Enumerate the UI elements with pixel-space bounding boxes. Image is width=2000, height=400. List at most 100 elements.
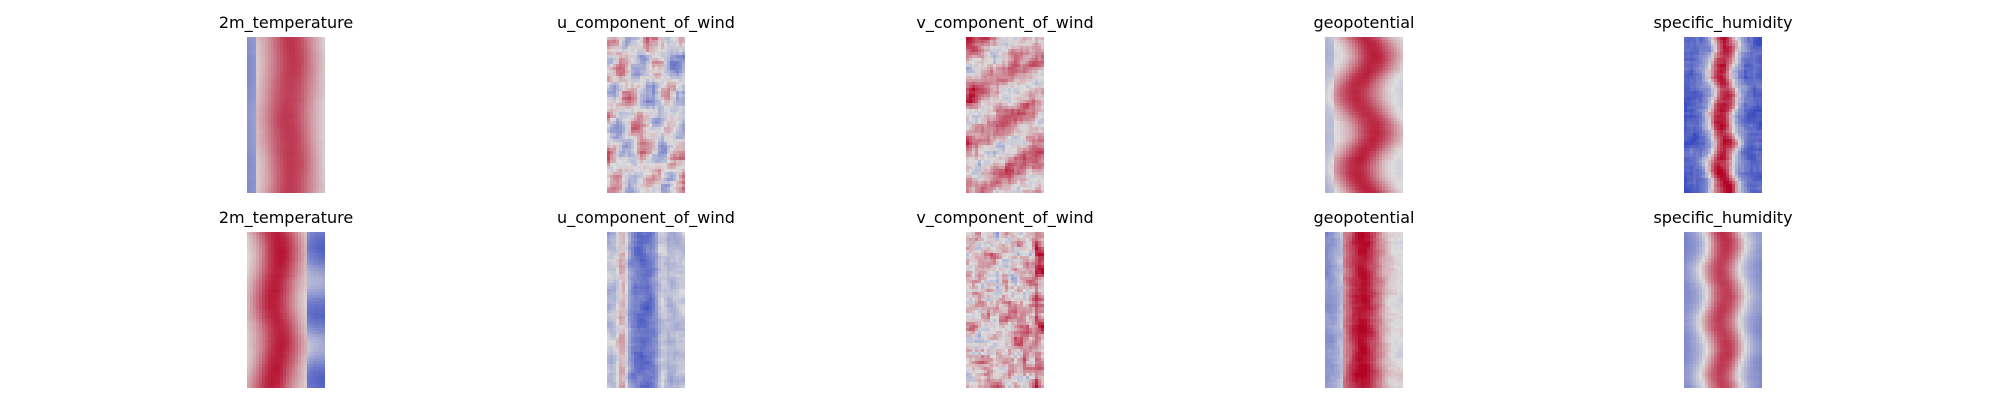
heatmap-cell xyxy=(975,163,979,167)
heatmap-cell xyxy=(250,142,254,146)
heatmap-cell xyxy=(1331,97,1335,101)
panel-title: 2m_temperature xyxy=(218,13,354,32)
heatmap-cell xyxy=(679,70,683,74)
heatmap-cell xyxy=(295,43,299,47)
heatmap-cell xyxy=(277,145,281,149)
heatmap-cell xyxy=(313,112,317,116)
heatmap-cell xyxy=(640,61,644,65)
heatmap-cell xyxy=(1038,103,1042,107)
heatmap-cell xyxy=(283,136,287,140)
heatmap-cell xyxy=(670,64,674,68)
heatmap-cell xyxy=(1325,118,1329,122)
heatmap-cell xyxy=(616,172,620,176)
heatmap-cell xyxy=(256,142,260,146)
heatmap-cell xyxy=(622,52,626,56)
heatmap-cell xyxy=(1376,121,1380,125)
heatmap-cell xyxy=(1364,103,1368,107)
heatmap-cell xyxy=(316,118,320,122)
heatmap-cell xyxy=(1005,190,1009,193)
heatmap-cell xyxy=(265,64,269,68)
heatmap-cell xyxy=(298,142,302,146)
heatmap-cell xyxy=(1038,118,1042,122)
heatmap-cell xyxy=(1023,160,1027,164)
heatmap-cell xyxy=(1358,73,1362,77)
heatmap-cell xyxy=(271,106,275,110)
heatmap-cell xyxy=(1379,139,1383,143)
heatmap-cell xyxy=(637,52,641,56)
heatmap-cell xyxy=(1035,157,1039,161)
heatmap-cell xyxy=(978,58,982,62)
heatmap-cell xyxy=(625,112,629,116)
heatmap-cell xyxy=(613,169,617,173)
heatmap-cell xyxy=(978,91,982,95)
heatmap-cell xyxy=(679,103,683,107)
heatmap-cell xyxy=(1337,103,1341,107)
heatmap-cell xyxy=(301,64,305,68)
heatmap-cell xyxy=(289,127,293,131)
heatmap-cell xyxy=(625,184,629,188)
heatmap-cell xyxy=(993,145,997,149)
heatmap-cell xyxy=(313,94,317,98)
heatmap-cell xyxy=(1008,109,1012,113)
heatmap-cell xyxy=(274,124,278,128)
heatmap-cell xyxy=(289,85,293,89)
heatmap-cell xyxy=(1367,106,1371,110)
heatmap-cell xyxy=(655,115,659,119)
panel-title: geopotential xyxy=(1313,13,1415,32)
heatmap-cell xyxy=(664,139,668,143)
heatmap-cell xyxy=(1008,115,1012,119)
heatmap-cell xyxy=(643,49,647,53)
heatmap-cell xyxy=(1397,52,1401,56)
heatmap-cell xyxy=(313,124,317,128)
heatmap-cell xyxy=(673,139,677,143)
heatmap-cell xyxy=(295,100,299,104)
heatmap-cell xyxy=(1328,67,1332,71)
heatmap-cell xyxy=(1367,100,1371,104)
heatmap-cell xyxy=(1014,130,1018,134)
heatmap-cell xyxy=(274,49,278,53)
heatmap-cell xyxy=(682,178,685,182)
heatmap-cell xyxy=(265,172,269,176)
heatmap-cell xyxy=(307,40,311,44)
heatmap-cell xyxy=(1397,40,1401,44)
heatmap-cell xyxy=(262,157,266,161)
heatmap-cell xyxy=(1005,82,1009,86)
heatmap-cell xyxy=(1026,121,1030,125)
heatmap-cell xyxy=(999,160,1003,164)
heatmap-cell xyxy=(1328,142,1332,146)
heatmap-cell xyxy=(1325,49,1329,53)
heatmap-cell xyxy=(1029,136,1033,140)
heatmap-cell xyxy=(622,112,626,116)
heatmap-cell xyxy=(969,91,973,95)
heatmap-cell xyxy=(250,52,254,56)
heatmap-cell xyxy=(1382,124,1386,128)
heatmap-cell xyxy=(661,103,665,107)
heatmap-cell xyxy=(664,85,668,89)
heatmap-cell xyxy=(1370,97,1374,101)
heatmap-cell xyxy=(265,175,269,179)
heatmap-cell xyxy=(664,79,668,83)
heatmap-cell xyxy=(295,46,299,50)
heatmap-cell xyxy=(253,61,257,65)
heatmap-cell xyxy=(987,43,991,47)
heatmap-cell xyxy=(987,142,991,146)
heatmap-cell xyxy=(1385,64,1389,68)
heatmap-cell xyxy=(981,154,985,158)
heatmap-cell xyxy=(643,184,647,188)
heatmap-cell xyxy=(1008,112,1012,116)
heatmap-cell xyxy=(655,151,659,155)
heatmap-cell xyxy=(625,169,629,173)
heatmap-cell xyxy=(1002,88,1006,92)
heatmap-cell xyxy=(628,145,632,149)
heatmap-cell xyxy=(292,97,296,101)
heatmap-cell xyxy=(676,55,680,59)
heatmap-cell xyxy=(640,175,644,179)
heatmap-cell xyxy=(259,130,263,134)
heatmap-cell xyxy=(646,175,650,179)
heatmap-cell xyxy=(268,166,272,170)
heatmap-cell xyxy=(250,169,254,173)
heatmap-cell xyxy=(658,85,662,89)
heatmap-cell xyxy=(1029,154,1033,158)
heatmap-cell xyxy=(307,178,311,182)
heatmap-cell xyxy=(1352,52,1356,56)
